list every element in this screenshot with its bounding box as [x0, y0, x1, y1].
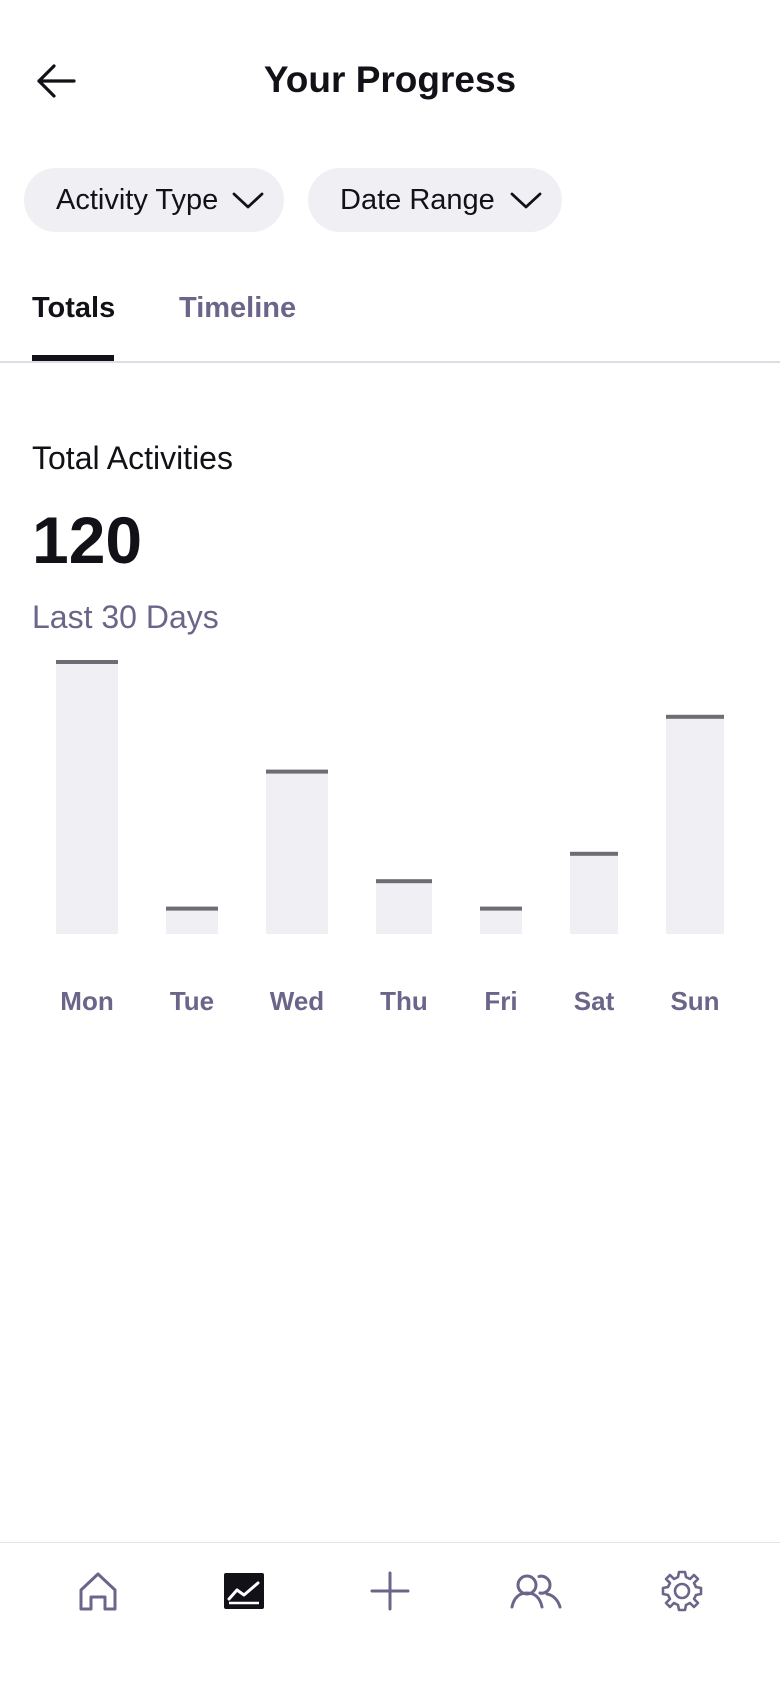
bar-mon	[56, 660, 118, 934]
bar-cap-fri	[480, 906, 522, 911]
gear-icon	[661, 1570, 703, 1612]
home-icon	[79, 1572, 117, 1611]
nav-settings[interactable]	[654, 1566, 710, 1616]
x-tick-label: Sun	[670, 986, 719, 1016]
bar-sat	[570, 851, 618, 934]
tabs-divider	[0, 361, 780, 363]
activity-type-filter[interactable]: Activity Type	[24, 168, 284, 232]
users-icon	[510, 1574, 562, 1609]
bar-wed	[266, 769, 328, 934]
page-title: Your Progress	[263, 59, 517, 100]
bar-cap-thu	[376, 879, 432, 884]
tab-timeline[interactable]: Timeline	[179, 292, 297, 324]
chevron-down-icon	[232, 192, 264, 209]
bar-tue	[166, 906, 218, 934]
bar-cap-wed	[266, 769, 328, 774]
activity-type-label: Activity Type	[56, 183, 219, 216]
x-tick-label: Tue	[170, 986, 214, 1016]
x-tick-label: Thu	[380, 986, 428, 1016]
bar-fri	[480, 906, 522, 934]
plus-icon	[370, 1571, 410, 1611]
arrow-left-icon	[37, 64, 76, 98]
nav-add[interactable]	[362, 1566, 418, 1616]
stat-label: Total Activities	[32, 440, 233, 476]
x-tick-label: Fri	[484, 986, 517, 1016]
nav-community[interactable]	[508, 1566, 564, 1616]
bar-cap-mon	[56, 660, 118, 664]
back-button[interactable]	[30, 55, 82, 107]
x-tick-label: Mon	[60, 986, 113, 1016]
chevron-down-icon	[510, 192, 542, 209]
nav-home[interactable]	[70, 1566, 126, 1616]
weekly-bar-chart: Mon Tue Wed Thu Fri Sat Sun	[56, 660, 724, 1016]
bar-sun	[666, 714, 724, 934]
chart-icon	[224, 1573, 264, 1609]
tab-totals[interactable]: Totals	[32, 292, 116, 324]
bar-cap-sun	[666, 714, 724, 719]
date-range-label: Date Range	[340, 183, 495, 216]
date-range-filter[interactable]: Date Range	[308, 168, 562, 232]
stat-value: 120	[32, 503, 143, 577]
bar-cap-sat	[570, 851, 618, 856]
stat-period: Last 30 Days	[32, 599, 219, 635]
nav-progress[interactable]	[216, 1566, 272, 1616]
x-tick-label: Wed	[270, 986, 324, 1016]
active-tab-indicator	[32, 355, 114, 361]
bar-thu	[376, 879, 432, 934]
x-tick-label: Sat	[574, 986, 615, 1016]
bar-cap-tue	[166, 906, 218, 911]
bottom-nav-divider	[0, 1542, 780, 1543]
